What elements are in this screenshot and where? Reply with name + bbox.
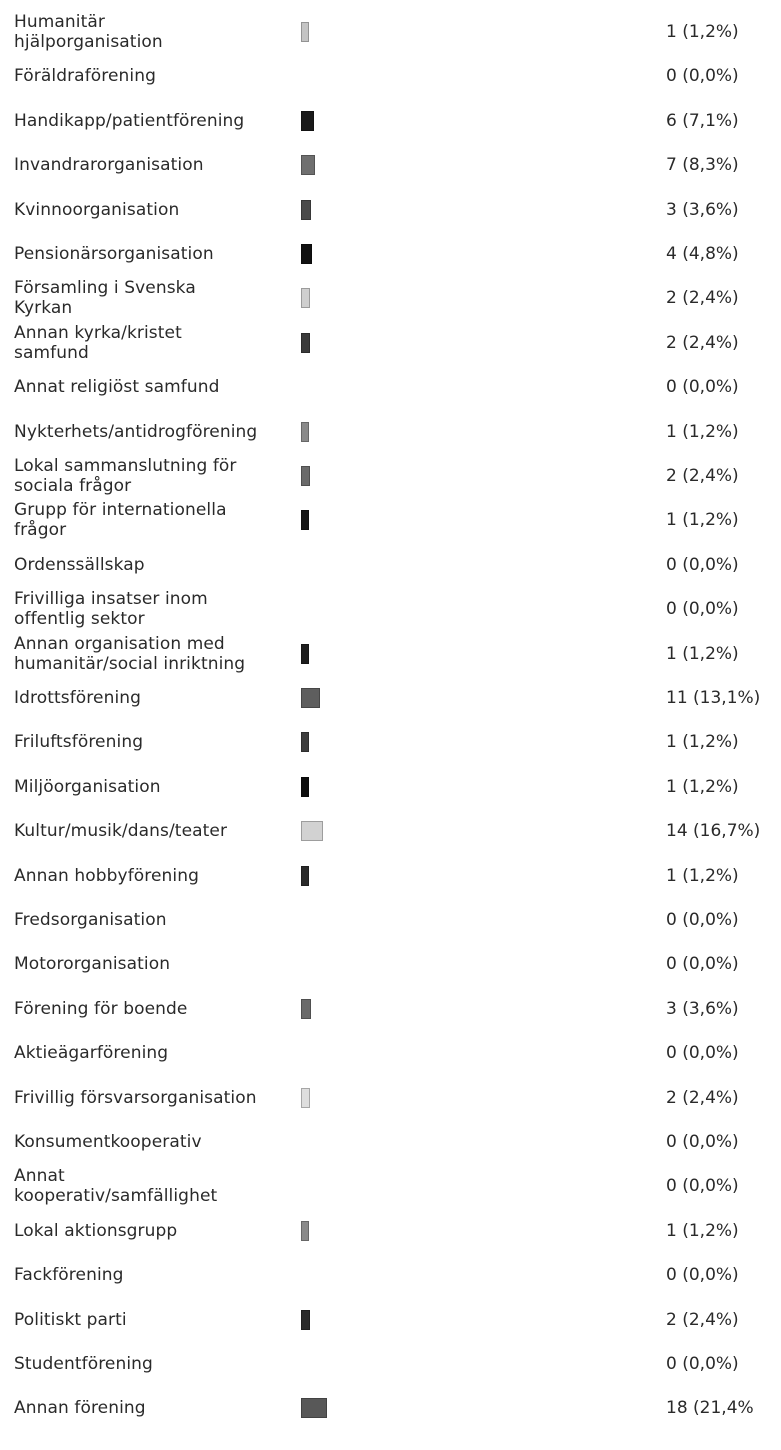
category-label: Motororganisation	[14, 954, 171, 974]
category-label: Politiskt parti	[14, 1310, 127, 1330]
value-label: 18 (21,4%	[666, 1398, 754, 1418]
value-label: 1 (1,2%)	[666, 1221, 739, 1241]
value-label: 7 (8,3%)	[666, 155, 739, 175]
value-label: 2 (2,4%)	[666, 466, 739, 486]
bar	[301, 732, 309, 752]
category-label: Aktieägarförening	[14, 1043, 169, 1063]
value-label: 3 (3,6%)	[666, 999, 739, 1019]
category-label: Annat religiöst samfund	[14, 377, 220, 397]
category-label: Kvinnoorganisation	[14, 200, 180, 220]
category-label: Frivillig försvarsorganisation	[14, 1088, 257, 1108]
category-label: Invandrarorganisation	[14, 155, 204, 175]
category-label: Handikapp/patientförening	[14, 111, 245, 131]
category-label: Nykterhets/antidrogförening	[14, 422, 258, 442]
category-label: Lokal sammanslutning för sociala frågor	[14, 456, 237, 496]
category-label: Lokal aktionsgrupp	[14, 1221, 178, 1241]
value-label: 0 (0,0%)	[666, 66, 739, 86]
value-label: 0 (0,0%)	[666, 910, 739, 930]
value-label: 1 (1,2%)	[666, 422, 739, 442]
category-label: Friluftsförening	[14, 732, 144, 752]
value-label: 4 (4,8%)	[666, 244, 739, 264]
category-label: Fackförening	[14, 1265, 124, 1285]
bar	[301, 866, 309, 886]
value-label: 0 (0,0%)	[666, 1132, 739, 1152]
category-label: Annan organisation med humanitär/social i…	[14, 634, 246, 674]
bar	[301, 777, 309, 797]
category-label: Humanitär hjälporganisation	[14, 12, 163, 52]
value-label: 1 (1,2%)	[666, 22, 739, 42]
category-label: Fredsorganisation	[14, 910, 167, 930]
bar	[301, 422, 309, 442]
bar	[301, 200, 311, 220]
category-label: Konsumentkooperativ	[14, 1132, 202, 1152]
category-label: Miljöorganisation	[14, 777, 161, 797]
category-label: Frivilliga insatser inom offentlig sektor	[14, 589, 208, 629]
value-label: 0 (0,0%)	[666, 555, 739, 575]
bar	[301, 1088, 310, 1108]
category-label: Idrottsförening	[14, 688, 142, 708]
category-label: Församling i Svenska Kyrkan	[14, 278, 196, 318]
bar	[301, 288, 310, 308]
bar	[301, 111, 314, 131]
value-label: 2 (2,4%)	[666, 288, 739, 308]
value-label: 2 (2,4%)	[666, 1310, 739, 1330]
bar	[301, 22, 309, 42]
category-label: Annan förening	[14, 1398, 146, 1418]
category-label: Föräldraförening	[14, 66, 157, 86]
value-label: 1 (1,2%)	[666, 732, 739, 752]
bar	[301, 244, 312, 264]
bar	[301, 510, 309, 530]
bar	[301, 644, 309, 664]
category-label: Grupp för internationella frågor	[14, 500, 227, 540]
category-label: Pensionärsorganisation	[14, 244, 214, 264]
value-label: 11 (13,1%)	[666, 688, 761, 708]
bar	[301, 1398, 327, 1418]
bar	[301, 466, 310, 486]
category-label: Kultur/musik/dans/teater	[14, 821, 228, 841]
value-label: 0 (0,0%)	[666, 599, 739, 619]
category-label: Annan kyrka/kristet samfund	[14, 323, 182, 363]
bar	[301, 333, 310, 353]
bar	[301, 1221, 309, 1241]
value-label: 1 (1,2%)	[666, 510, 739, 530]
value-label: 1 (1,2%)	[666, 866, 739, 886]
category-label: Förening för boende	[14, 999, 188, 1019]
bar	[301, 1310, 310, 1330]
value-label: 2 (2,4%)	[666, 333, 739, 353]
value-label: 3 (3,6%)	[666, 200, 739, 220]
value-label: 0 (0,0%)	[666, 1176, 739, 1196]
value-label: 6 (7,1%)	[666, 111, 739, 131]
bar	[301, 999, 311, 1019]
category-label: Studentförening	[14, 1354, 153, 1374]
bar	[301, 688, 320, 708]
bar	[301, 155, 315, 175]
value-label: 2 (2,4%)	[666, 1088, 739, 1108]
value-label: 1 (1,2%)	[666, 777, 739, 797]
value-label: 0 (0,0%)	[666, 1354, 739, 1374]
value-label: 0 (0,0%)	[666, 954, 739, 974]
category-label: Ordenssällskap	[14, 555, 145, 575]
value-label: 0 (0,0%)	[666, 1043, 739, 1063]
bar	[301, 821, 323, 841]
value-label: 0 (0,0%)	[666, 1265, 739, 1285]
category-label: Annan hobbyförening	[14, 866, 200, 886]
value-label: 1 (1,2%)	[666, 644, 739, 664]
value-label: 0 (0,0%)	[666, 377, 739, 397]
value-label: 14 (16,7%)	[666, 821, 761, 841]
category-label: Annat kooperativ/samfällighet	[14, 1166, 218, 1206]
